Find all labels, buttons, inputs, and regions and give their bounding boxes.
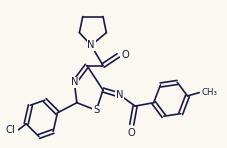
Text: Cl: Cl	[5, 125, 15, 135]
Text: CH₃: CH₃	[201, 88, 217, 97]
Text: N: N	[116, 90, 123, 100]
Text: N: N	[87, 40, 94, 50]
Text: O: O	[127, 128, 135, 138]
Text: O: O	[121, 50, 129, 60]
Text: S: S	[93, 105, 99, 115]
Text: O: O	[202, 88, 210, 98]
Text: N: N	[70, 77, 78, 87]
